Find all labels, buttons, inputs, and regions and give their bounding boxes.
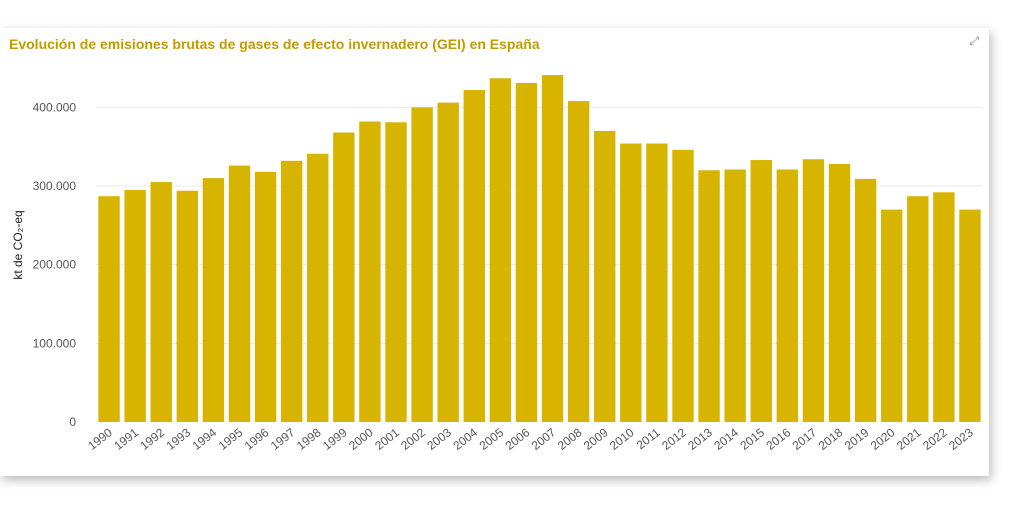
x-tick-label: 2006 xyxy=(503,425,533,453)
x-tick-label: 2022 xyxy=(920,425,950,453)
x-tick-label: 2020 xyxy=(868,425,898,453)
x-tick-label: 2008 xyxy=(555,425,585,453)
bar-2001 xyxy=(385,122,407,422)
bar-1992 xyxy=(150,182,172,422)
x-tick-label: 2015 xyxy=(737,425,767,453)
bar-2011 xyxy=(646,143,668,422)
bar-2015 xyxy=(750,160,772,423)
x-tick-label: 1999 xyxy=(320,425,350,453)
y-axis-label: kt de CO₂-eq xyxy=(11,210,25,279)
x-tick-label: 2002 xyxy=(398,425,428,453)
x-tick-label: 2004 xyxy=(450,425,480,453)
bar-2000 xyxy=(359,121,381,422)
bar-2006 xyxy=(515,82,538,423)
y-tick-label: 100.000 xyxy=(33,336,77,350)
x-tick-label: 2018 xyxy=(816,425,846,453)
bar-2017 xyxy=(802,159,825,422)
bar-2010 xyxy=(620,143,642,422)
bar-1995 xyxy=(228,165,251,422)
bar-2004 xyxy=(463,90,485,422)
x-tick-label: 2023 xyxy=(946,425,976,453)
bar-1991 xyxy=(124,189,146,422)
bar-2013 xyxy=(698,170,720,422)
x-tick-label: 2011 xyxy=(634,425,663,452)
bar-1994 xyxy=(202,178,225,422)
bar-2009 xyxy=(594,130,616,422)
bar-2012 xyxy=(672,149,694,422)
bar-2018 xyxy=(828,163,851,422)
x-tick-label: 2016 xyxy=(764,425,794,453)
expand-icon[interactable]: ⤢ xyxy=(969,34,979,48)
x-tick-label: 2001 xyxy=(372,425,402,453)
x-tick-label: 2007 xyxy=(529,425,559,453)
bar-2022 xyxy=(933,192,955,422)
bar-1996 xyxy=(254,171,277,422)
bar-chart: 0 100.000 200.000 300.000 400.000 kt de CO₂-e… xyxy=(11,75,983,453)
bar-2014 xyxy=(724,169,746,422)
x-tick-label: 1996 xyxy=(242,425,272,453)
x-tick-label: 2013 xyxy=(685,425,715,453)
bar-1999 xyxy=(333,132,355,423)
x-tick-label: 2012 xyxy=(659,425,689,453)
bar-2019 xyxy=(854,178,877,422)
x-tick-label: 2000 xyxy=(346,425,376,453)
bar-2008 xyxy=(567,101,590,422)
bar-2007 xyxy=(541,75,564,422)
x-tick-label: 2019 xyxy=(842,425,872,453)
bar-2003 xyxy=(437,102,459,422)
x-tick-label: 2014 xyxy=(711,425,741,453)
x-tick-label: 1997 xyxy=(268,425,298,453)
bar-1990 xyxy=(98,196,120,422)
y-tick-label: 200.000 xyxy=(33,258,77,272)
y-tick-label: 400.000 xyxy=(33,100,77,114)
bar-2002 xyxy=(411,107,433,422)
chart-title: Evolución de emisiones brutas de gases d… xyxy=(9,36,540,52)
bar-2016 xyxy=(776,169,799,422)
x-tick-label: 1994 xyxy=(190,425,220,453)
chart-card: Evolución de emisiones brutas de gases d… xyxy=(0,28,989,476)
x-tick-label: 1995 xyxy=(216,425,246,453)
x-tick-label: 2017 xyxy=(790,425,820,453)
x-tick-label: 1993 xyxy=(163,425,193,453)
x-tick-label: 2010 xyxy=(607,425,637,453)
y-tick-label: 0 xyxy=(69,415,76,429)
bar-1993 xyxy=(176,190,199,422)
x-tick-label: 1990 xyxy=(85,425,115,453)
x-tick-label: 1998 xyxy=(294,425,324,453)
bar-2023 xyxy=(959,209,981,422)
x-tick-label: 2009 xyxy=(581,425,611,453)
bar-1997 xyxy=(280,160,303,422)
x-tick-label: 2003 xyxy=(424,425,454,453)
x-tick-label: 2005 xyxy=(477,425,507,453)
bar-2020 xyxy=(880,209,903,422)
y-tick-label: 300.000 xyxy=(33,179,77,193)
bar-2005 xyxy=(489,78,512,422)
x-tick-label: 1991 xyxy=(111,425,141,453)
bar-1998 xyxy=(307,153,329,422)
x-tick-label: 2021 xyxy=(894,425,924,453)
bar-2021 xyxy=(907,196,929,422)
x-tick-label: 1992 xyxy=(137,425,167,453)
